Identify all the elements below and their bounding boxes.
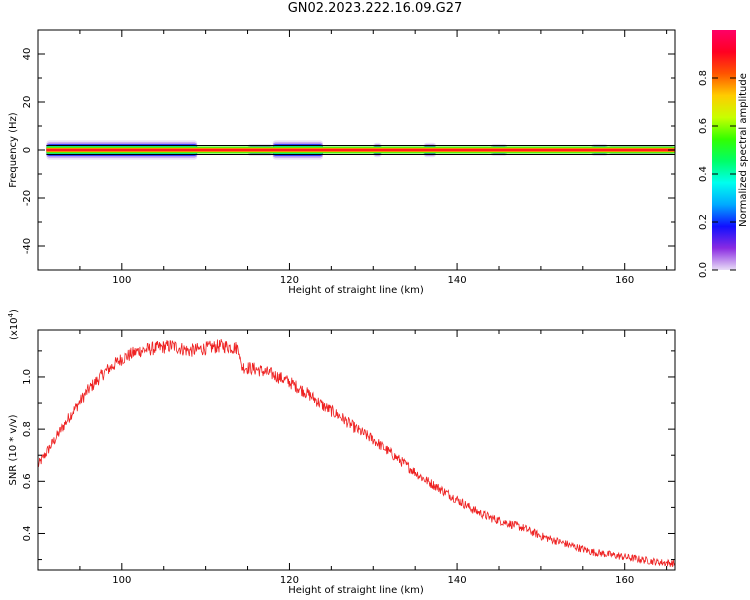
spectrogram-y-tick-label: -20 (22, 190, 33, 206)
spectrogram-x-axis-label: Height of straight line (km) (288, 285, 424, 296)
snr-panel: 100 120 140 160 0.4 0.6 0.8 1.0 Height of strai… (7, 309, 676, 596)
colorbar-tick-label: 0.2 (698, 214, 709, 230)
colorbar-tick-label: 0.8 (698, 70, 709, 86)
colorbar-gradient (712, 30, 736, 270)
snr-x-tick-label: 120 (280, 575, 299, 586)
colorbar-label: Normalized spectral amplitude (738, 73, 749, 227)
spectrogram-panel: 100 120 140 160 -40 -20 0 20 40 Height of straig… (8, 29, 676, 296)
snr-y-axis-label: SNR (10 * v/v) (8, 414, 19, 485)
snr-y-tick-label: 1.0 (22, 369, 33, 385)
spectrogram-y-tick-label: -40 (22, 238, 33, 254)
colorbar-tick-label: 0.4 (698, 166, 709, 182)
spectrogram-x-tick-label: 160 (615, 275, 634, 286)
snr-y-tick-label: 0.8 (22, 421, 33, 437)
snr-x-axis-label: Height of straight line (km) (288, 585, 424, 596)
snr-x-tick-label: 140 (448, 575, 467, 586)
spectrogram-x-tick-label: 100 (112, 275, 131, 286)
spectrogram-core-red (46, 148, 675, 152)
snr-series-line (38, 339, 675, 567)
colorbar: 0.0 0.2 0.4 0.6 0.8 Normalized spectral ampl… (698, 30, 749, 278)
snr-x-tick-label: 100 (112, 575, 131, 586)
colorbar-tick-label: 0.6 (698, 118, 709, 134)
spectrogram-y-tick-label: 0 (22, 147, 33, 153)
snr-ticks: 100 120 140 160 0.4 0.6 0.8 1.0 (22, 330, 675, 586)
spectrogram-x-tick-label: 140 (448, 275, 467, 286)
snr-y-tick-label: 0.4 (22, 526, 33, 542)
spectrogram-y-tick-label: 20 (22, 96, 33, 109)
spectrogram-band (46, 140, 675, 160)
snr-frame (37, 329, 676, 571)
page-title: GN02.2023.222.16.09.G27 (287, 1, 463, 16)
spectrogram-ticks: 100 120 140 160 -40 -20 0 20 40 (22, 29, 675, 286)
spectrogram-y-axis-label: Frequency (Hz) (8, 112, 19, 188)
snr-y-tick-label: 0.6 (22, 473, 33, 489)
snr-multiplier: (x104) (7, 309, 20, 340)
colorbar-tick-label: 0.0 (698, 262, 709, 278)
spectrogram-x-tick-label: 120 (280, 275, 299, 286)
spectrogram-y-tick-label: 40 (22, 48, 33, 61)
snr-x-tick-label: 160 (615, 575, 634, 586)
colorbar-ticks: 0.0 0.2 0.4 0.6 0.8 (698, 70, 736, 278)
